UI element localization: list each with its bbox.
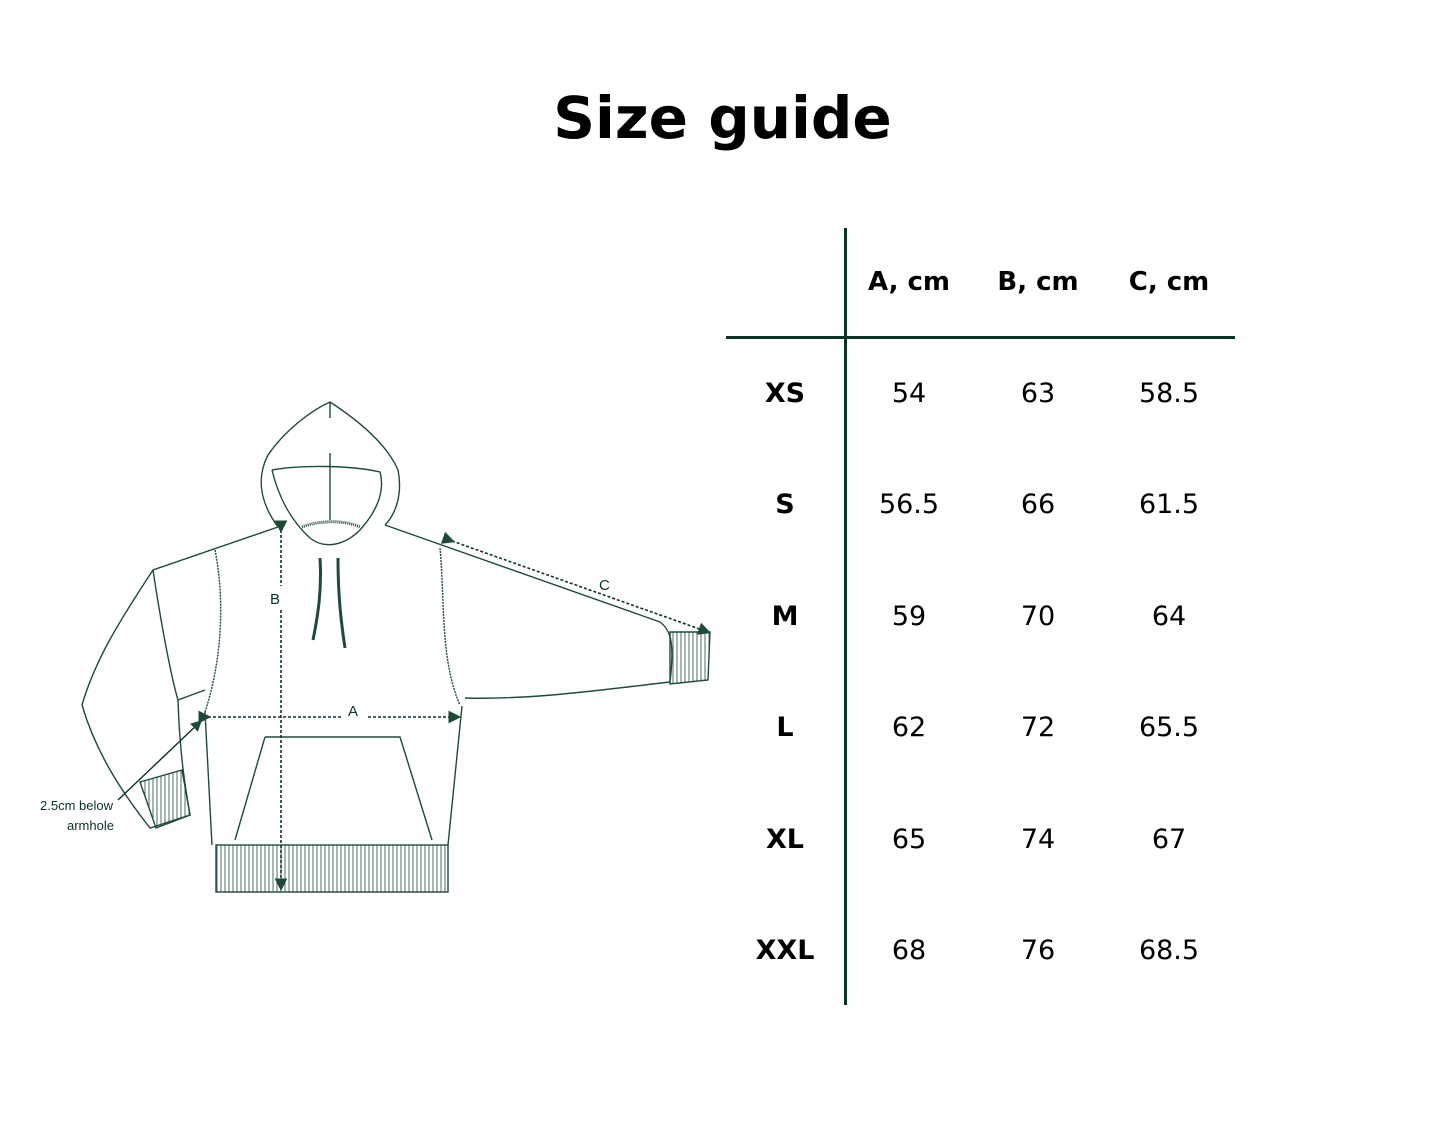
measure-c-line [440, 531, 712, 635]
measurement-cell: 61.5 [1138, 489, 1200, 520]
table-vertical-divider [844, 228, 847, 1005]
measurement-cell: 62 [891, 712, 927, 743]
left-sleeve [81, 526, 279, 829]
label-b: B [270, 591, 280, 608]
body-right-side [447, 705, 463, 846]
body-left-side [204, 711, 213, 846]
hoodie-diagram: A B C 2.5cm below armhole [40, 401, 712, 893]
size-label: L [776, 712, 794, 743]
measurement-cell: 67 [1151, 824, 1187, 855]
label-a: A [348, 703, 358, 720]
size-label: M [771, 601, 799, 632]
measurement-cell: 76 [1020, 935, 1056, 966]
header-c: C, cm [1128, 267, 1210, 297]
header-b: B, cm [997, 267, 1079, 297]
hem-band [215, 844, 449, 893]
size-label: XS [764, 378, 806, 409]
pocket [234, 736, 433, 841]
left-cuff [139, 769, 191, 829]
label-c: C [599, 577, 610, 594]
measurement-cell: 68.5 [1138, 935, 1200, 966]
note-line-2: armhole [67, 818, 114, 833]
note-line-1: 2.5cm below [40, 798, 114, 813]
header-a: A, cm [867, 267, 951, 297]
measurement-cell: 56.5 [878, 489, 940, 520]
measurement-cell: 63 [1020, 378, 1056, 409]
measurement-cell: 58.5 [1138, 378, 1200, 409]
page-title: Size guide [553, 84, 892, 152]
size-label: XXL [755, 935, 815, 966]
measurement-cell: 74 [1020, 824, 1056, 855]
table-horizontal-divider [726, 336, 1235, 339]
right-sleeve [384, 524, 673, 699]
measurement-cell: 66 [1020, 489, 1056, 520]
measurement-cell: 64 [1151, 601, 1187, 632]
size-label: XL [765, 824, 805, 855]
measurement-cell: 54 [891, 378, 927, 409]
right-cuff [669, 631, 711, 685]
measurement-cell: 65 [891, 824, 927, 855]
measurement-cell: 68 [891, 935, 927, 966]
size-label: S [775, 489, 795, 520]
measurement-cell: 65.5 [1138, 712, 1200, 743]
measurement-cell: 70 [1020, 601, 1056, 632]
measurement-cell: 72 [1020, 712, 1056, 743]
note-arrow [117, 720, 203, 801]
measurement-cell: 59 [891, 601, 927, 632]
